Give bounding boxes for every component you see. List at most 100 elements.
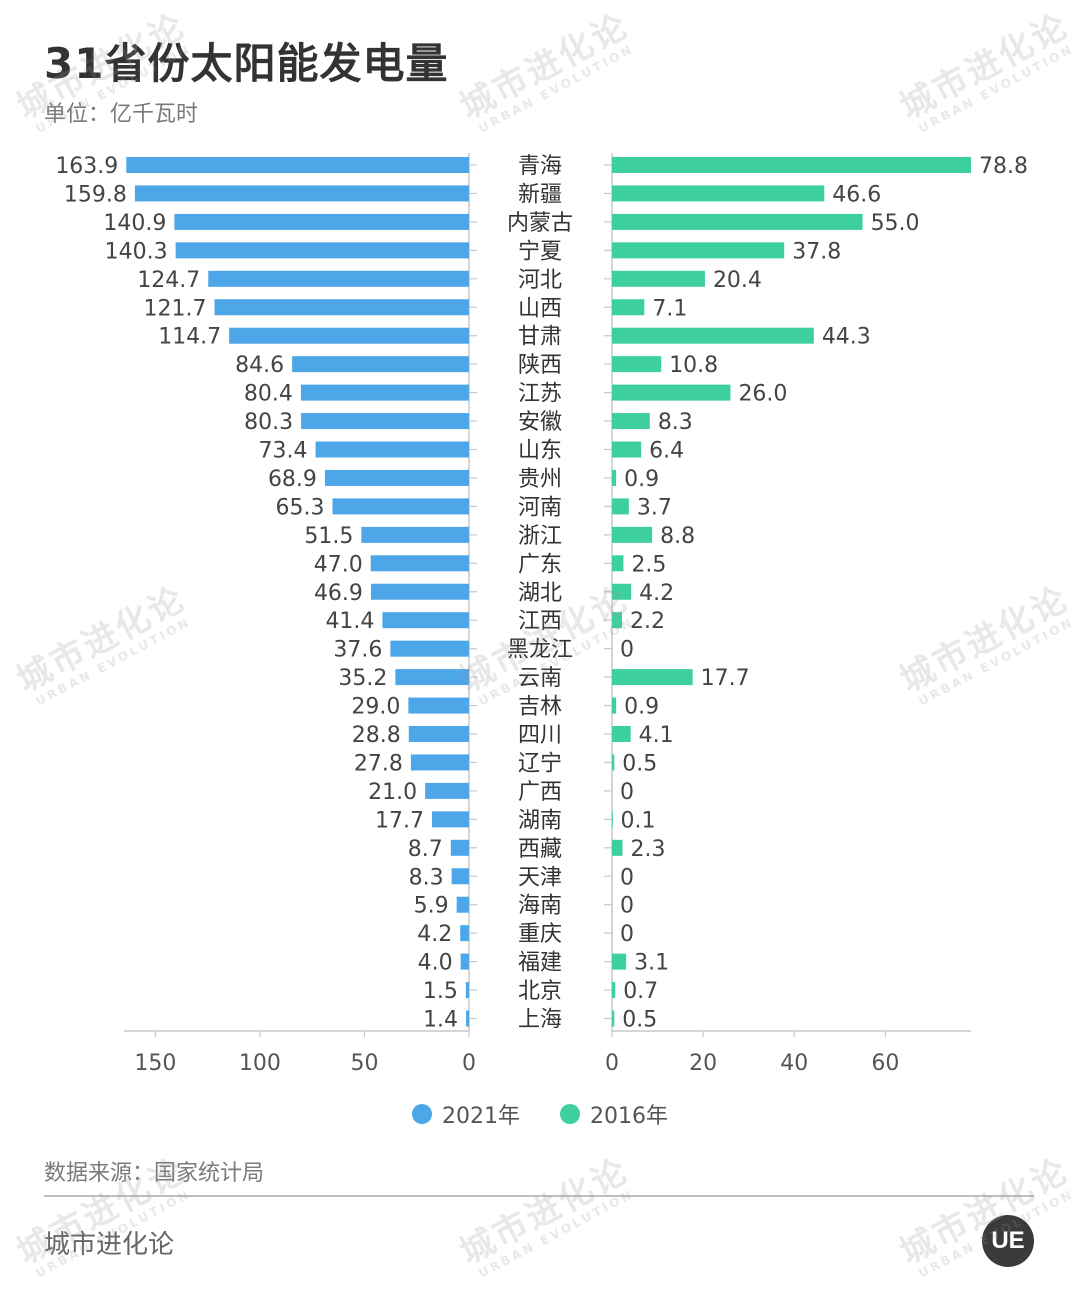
bar-2021 — [214, 299, 469, 316]
data-label-2016: 0.7 — [623, 979, 658, 1004]
bar-2021 — [425, 782, 469, 799]
category-label: 海南 — [518, 894, 562, 919]
bar-2016 — [612, 726, 631, 742]
bar-2016 — [612, 982, 616, 999]
legend-item-2016[interactable]: 2016年 — [560, 1098, 668, 1130]
bar-2016 — [612, 213, 863, 230]
bar-2021 — [315, 441, 469, 458]
data-label-2021: 4.0 — [418, 951, 453, 976]
watermark: 城市进化论 URBAN EVOLUTION — [453, 1150, 637, 1281]
category-label: 西藏 — [518, 837, 562, 862]
bar-2021 — [466, 1010, 469, 1027]
bar-2021 — [408, 726, 469, 742]
data-label-2021: 35.2 — [338, 666, 387, 691]
data-label-2021: 163.9 — [55, 154, 118, 179]
category-label: 山东 — [518, 439, 562, 464]
data-label-2016: 2.3 — [630, 837, 665, 862]
right-x-tick-label: 60 — [871, 1051, 899, 1076]
butterfly-bar-chart: 青海 163.9 78.8 新疆 159.8 46.6 内蒙古 140.9 55.0 宁夏 140.… — [55, 153, 1028, 1076]
data-label-2021: 37.6 — [333, 638, 382, 663]
legend-item-2021[interactable]: 2021年 — [412, 1098, 520, 1130]
bar-2021 — [456, 896, 469, 913]
data-source: 数据来源：国家统计局 — [44, 1161, 265, 1186]
category-label: 吉林 — [518, 695, 562, 720]
bar-2016 — [612, 697, 617, 714]
category-label: 青海 — [518, 154, 562, 179]
bar-2016 — [612, 270, 705, 287]
data-label-2021: 159.8 — [64, 182, 127, 207]
bar-2021 — [408, 697, 469, 714]
data-label-2016: 20.4 — [713, 268, 762, 293]
bar-2021 — [450, 839, 469, 856]
bar-2021 — [465, 982, 469, 999]
data-label-2021: 84.6 — [235, 353, 284, 378]
bar-2021 — [410, 754, 469, 771]
bar-2016 — [612, 441, 642, 458]
footer-divider — [44, 1195, 1034, 1197]
data-label-2016: 55.0 — [871, 211, 920, 236]
bar-2021 — [395, 669, 469, 686]
bar-2016 — [612, 669, 693, 686]
data-label-2016: 8.3 — [658, 410, 693, 435]
category-label: 新疆 — [518, 182, 562, 207]
bar-2021 — [370, 555, 469, 572]
data-label-2021: 51.5 — [304, 524, 353, 549]
data-label-2021: 41.4 — [325, 609, 374, 634]
bar-2021 — [451, 868, 469, 885]
category-label: 甘肃 — [518, 325, 562, 350]
page-title: 31省份太阳能发电量 — [44, 39, 449, 88]
data-label-2016: 0 — [620, 865, 634, 890]
bar-2021 — [361, 526, 469, 543]
left-x-tick-label: 50 — [350, 1051, 378, 1076]
bar-2021 — [134, 185, 469, 202]
data-label-2021: 114.7 — [158, 325, 221, 350]
bar-2016 — [612, 413, 650, 430]
category-label: 黑龙江 — [507, 638, 573, 663]
data-label-2021: 1.5 — [423, 979, 458, 1004]
data-label-2016: 0.5 — [622, 751, 657, 776]
category-label: 江西 — [518, 609, 562, 634]
bar-2016 — [612, 612, 623, 629]
bar-2016 — [612, 356, 662, 373]
category-label: 内蒙古 — [507, 211, 573, 236]
data-label-2021: 124.7 — [137, 268, 200, 293]
category-label: 安徽 — [518, 410, 562, 435]
bar-2016 — [612, 299, 645, 316]
watermark: 城市进化论 URBAN EVOLUTION — [893, 1150, 1077, 1281]
legend-label-2016: 2016年 — [590, 1104, 668, 1129]
data-label-2021: 27.8 — [354, 751, 403, 776]
data-label-2021: 140.3 — [105, 239, 168, 264]
chart-legend: 2021年 2016年 — [0, 1098, 1080, 1130]
bar-2016 — [612, 498, 629, 515]
data-label-2021: 121.7 — [144, 296, 207, 321]
bar-2021 — [208, 270, 469, 287]
data-label-2021: 29.0 — [351, 695, 400, 720]
category-label: 贵州 — [518, 467, 562, 492]
legend-dot-2021 — [412, 1104, 432, 1124]
data-label-2021: 73.4 — [259, 439, 308, 464]
data-label-2021: 46.9 — [314, 581, 363, 606]
data-label-2016: 46.6 — [832, 182, 881, 207]
data-label-2016: 0.9 — [624, 695, 659, 720]
category-label: 宁夏 — [518, 239, 562, 264]
data-label-2021: 65.3 — [275, 495, 324, 520]
bar-2016 — [612, 555, 624, 572]
data-label-2021: 80.3 — [244, 410, 293, 435]
bar-2016 — [612, 242, 785, 259]
category-label: 上海 — [518, 1008, 562, 1033]
bar-2021 — [431, 811, 469, 828]
category-label: 山西 — [518, 296, 562, 321]
bar-2021 — [460, 953, 469, 970]
category-label: 北京 — [518, 979, 562, 1004]
data-label-2021: 17.7 — [375, 808, 424, 833]
category-label: 浙江 — [518, 524, 562, 549]
footer-brand: 城市进化论 — [44, 1230, 175, 1260]
bar-2016 — [612, 754, 615, 771]
bar-2016 — [612, 384, 731, 401]
data-label-2016: 3.7 — [637, 495, 672, 520]
data-label-2016: 17.7 — [701, 666, 750, 691]
bar-2016 — [612, 157, 971, 173]
data-label-2016: 4.1 — [639, 723, 674, 748]
data-label-2016: 8.8 — [660, 524, 695, 549]
category-label: 广东 — [518, 552, 562, 577]
